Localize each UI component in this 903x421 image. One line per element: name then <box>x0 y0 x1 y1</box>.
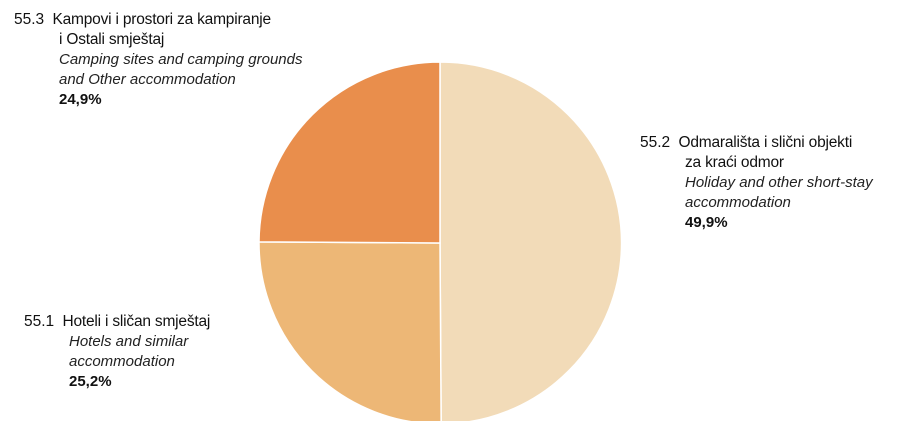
slice-label-hr-line: i Ostali smještaj <box>59 31 165 48</box>
slice-label-55-2: 55.2 Odmarališta i slični objekti za kra… <box>640 133 873 233</box>
slice-label-55-3: 55.3 Kampovi i prostori za kampiranje i … <box>14 10 302 110</box>
pie-slice-55-1 <box>258 241 442 421</box>
slice-value-label: 25,2% <box>69 373 112 390</box>
slice-label-en-line: Hotels and similar <box>69 333 189 350</box>
slice-label-55-1: 55.1 Hoteli i sličan smještaj Hotels and… <box>24 312 210 392</box>
slice-label-hr-line: Kampovi i prostori za kampiranje <box>52 11 271 28</box>
slice-label-en-line: and Other accommodation <box>59 71 236 88</box>
slice-code: 55.3 <box>14 11 45 28</box>
slice-label-en-line: Holiday and other short-stay <box>685 174 873 191</box>
slice-value-label: 24,9% <box>59 91 102 108</box>
slice-label-hr-line: Hoteli i sličan smještaj <box>62 313 211 330</box>
slice-code: 55.1 <box>24 313 55 330</box>
pie-slice-55-3 <box>258 61 441 244</box>
slice-label-hr-line: za kraći odmor <box>685 154 784 171</box>
slice-label-en-line: accommodation <box>69 353 175 370</box>
slice-label-en-line: Camping sites and camping grounds <box>59 51 303 68</box>
slice-label-hr-line: Odmarališta i slični objekti <box>678 134 853 151</box>
pie-slice-55-2 <box>439 61 623 421</box>
slice-code: 55.2 <box>640 134 671 151</box>
slice-value-label: 49,9% <box>685 214 728 231</box>
slice-label-en-line: accommodation <box>685 194 791 211</box>
